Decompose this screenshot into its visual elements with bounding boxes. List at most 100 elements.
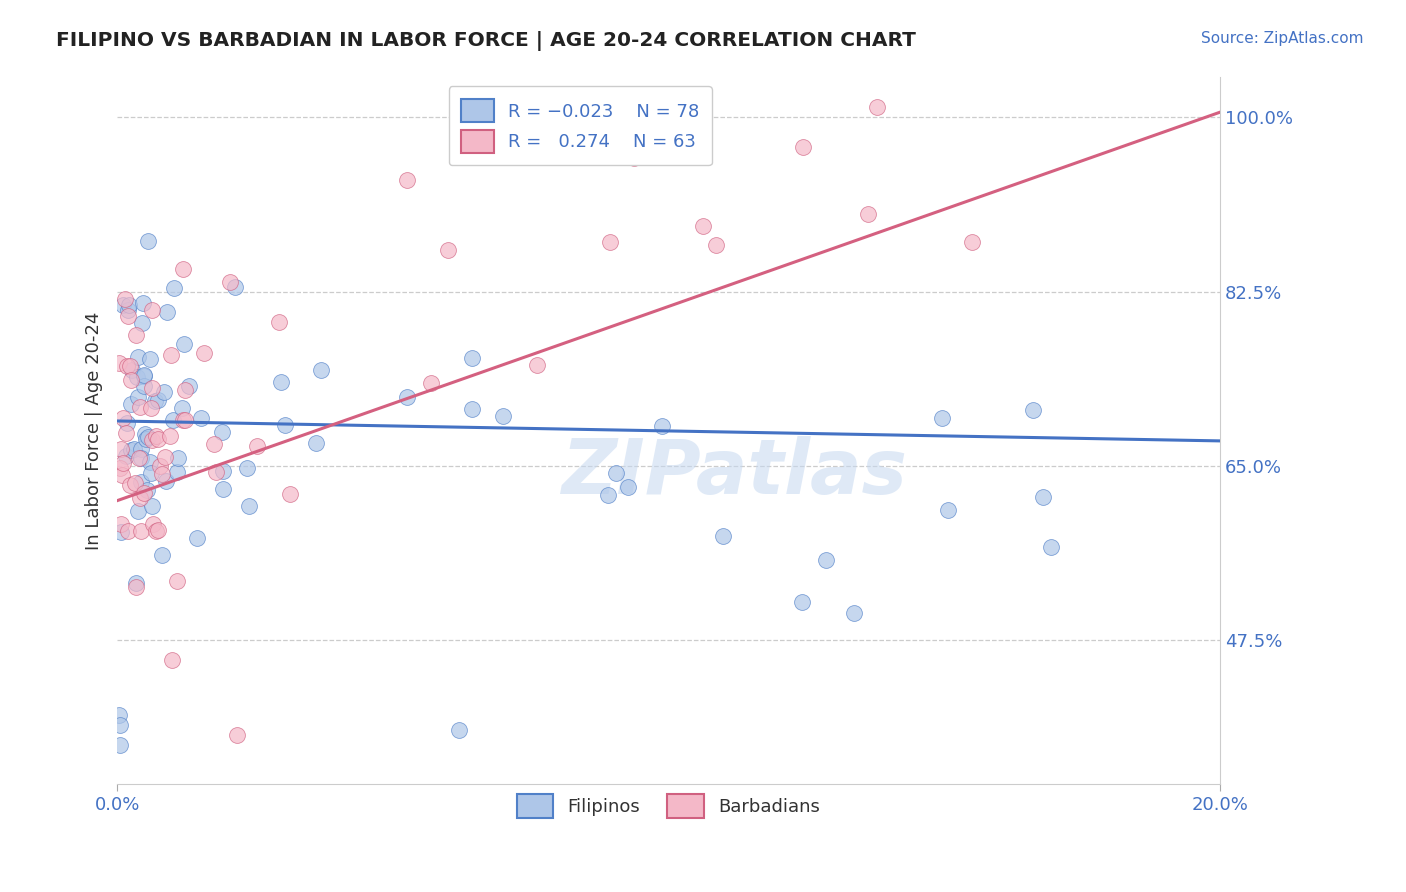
Point [461, 401, 484, 416]
Point [526, 358, 548, 372]
Point [132, 368, 155, 383]
Point [420, 376, 443, 390]
Point [931, 411, 953, 425]
Point [110, 524, 132, 539]
Point [127, 503, 149, 517]
Point [212, 482, 235, 496]
Point [148, 523, 170, 537]
Point [212, 464, 235, 478]
Point [145, 429, 167, 443]
Point [129, 475, 152, 490]
Point [146, 432, 169, 446]
Point [177, 378, 200, 392]
Point [120, 397, 142, 411]
Point [132, 486, 155, 500]
Point [136, 235, 159, 249]
Point [219, 275, 242, 289]
Point [153, 384, 176, 399]
Point [155, 474, 177, 488]
Point [127, 390, 149, 404]
Point [131, 450, 153, 465]
Point [936, 503, 959, 517]
Point [395, 173, 418, 187]
Point [142, 517, 165, 532]
Point [211, 425, 233, 440]
Point [844, 606, 866, 620]
Point [437, 243, 460, 257]
Point [598, 488, 620, 502]
Point [149, 458, 172, 473]
Point [167, 450, 190, 465]
Point [162, 413, 184, 427]
Point [117, 303, 139, 318]
Point [128, 450, 150, 465]
Point [193, 346, 215, 360]
Point [226, 728, 249, 742]
Point [792, 139, 814, 153]
Point [162, 653, 184, 667]
Text: FILIPINO VS BARBADIAN IN LABOR FORCE | AGE 20-24 CORRELATION CHART: FILIPINO VS BARBADIAN IN LABOR FORCE | A… [56, 31, 917, 51]
Point [108, 738, 131, 752]
Point [141, 433, 163, 447]
Point [172, 413, 194, 427]
Point [115, 449, 138, 463]
Point [150, 548, 173, 562]
Point [274, 417, 297, 432]
Point [224, 279, 246, 293]
Point [960, 235, 983, 249]
Point [156, 305, 179, 319]
Point [155, 450, 177, 464]
Point [304, 435, 326, 450]
Point [270, 375, 292, 389]
Point [170, 401, 193, 415]
Point [129, 491, 152, 505]
Point [110, 717, 132, 731]
Point [139, 352, 162, 367]
Point [117, 416, 139, 430]
Point [396, 390, 419, 404]
Point [163, 281, 186, 295]
Point [202, 437, 225, 451]
Point [278, 487, 301, 501]
Point [135, 432, 157, 446]
Point [108, 707, 131, 722]
Point [150, 467, 173, 481]
Point [141, 466, 163, 480]
Point [605, 467, 627, 481]
Point [174, 413, 197, 427]
Point [141, 381, 163, 395]
Point [115, 425, 138, 440]
Point [186, 531, 208, 545]
Legend: Filipinos, Barbadians: Filipinos, Barbadians [510, 788, 827, 825]
Point [235, 460, 257, 475]
Point [172, 261, 194, 276]
Point [136, 483, 159, 497]
Point [166, 574, 188, 588]
Point [866, 100, 889, 114]
Point [120, 372, 142, 386]
Point [269, 315, 291, 329]
Point [143, 394, 166, 409]
Point [122, 442, 145, 456]
Text: ZIPatlas: ZIPatlas [561, 436, 908, 510]
Point [706, 237, 728, 252]
Point [190, 411, 212, 425]
Point [461, 351, 484, 365]
Point [112, 411, 135, 425]
Point [141, 303, 163, 318]
Point [792, 595, 814, 609]
Point [117, 524, 139, 538]
Point [159, 429, 181, 443]
Point [110, 516, 132, 531]
Point [160, 348, 183, 362]
Point [141, 499, 163, 513]
Point [108, 356, 131, 370]
Point [127, 370, 149, 384]
Text: Source: ZipAtlas.com: Source: ZipAtlas.com [1201, 31, 1364, 46]
Point [124, 581, 146, 595]
Point [117, 359, 139, 374]
Point [131, 296, 153, 310]
Point [131, 316, 153, 330]
Point [651, 419, 673, 434]
Point [114, 293, 136, 307]
